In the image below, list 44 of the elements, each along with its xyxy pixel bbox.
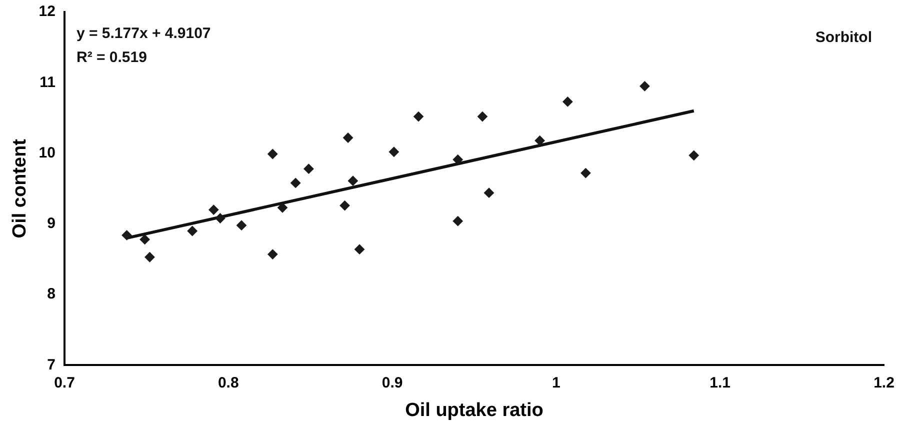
x-axis-title: Oil uptake ratio xyxy=(405,400,544,421)
point xyxy=(562,96,573,107)
y-tick-label: 9 xyxy=(47,215,56,232)
x-tick-label: 1.2 xyxy=(874,374,894,392)
point xyxy=(268,148,278,159)
point xyxy=(414,112,424,122)
annotation: Sorbitol xyxy=(815,29,872,46)
point xyxy=(340,200,350,211)
point xyxy=(208,204,219,215)
point xyxy=(343,132,354,143)
point xyxy=(452,216,463,226)
x-tick-label: 0.9 xyxy=(382,374,403,392)
point xyxy=(236,220,246,230)
y-axis-title: Oil content xyxy=(10,138,31,238)
point xyxy=(688,150,699,160)
point xyxy=(484,188,494,198)
x-tick-label: 0.8 xyxy=(218,374,239,392)
point xyxy=(144,252,155,262)
annotation: R² = 0.519 xyxy=(76,49,147,66)
x-tick-label: 1.1 xyxy=(710,374,731,392)
point xyxy=(477,112,488,122)
point xyxy=(452,154,463,165)
point xyxy=(187,226,198,236)
x-tick-label: 0.7 xyxy=(54,374,75,392)
point xyxy=(354,244,365,254)
y-tick-label: 11 xyxy=(40,74,56,91)
point xyxy=(348,176,358,186)
y-tick-label: 8 xyxy=(47,286,56,303)
point xyxy=(534,136,545,146)
point xyxy=(304,164,314,174)
y-tick-label: 12 xyxy=(38,3,56,20)
point xyxy=(290,178,301,188)
point xyxy=(140,234,150,244)
x-tick-label: 1 xyxy=(552,374,560,392)
point xyxy=(277,202,288,213)
point xyxy=(268,249,278,260)
point xyxy=(580,168,591,178)
point xyxy=(388,146,399,157)
y-tick-label: 10 xyxy=(38,144,56,162)
point xyxy=(215,213,226,224)
annotation: y = 5.177x + 4.9107 xyxy=(76,25,211,42)
point xyxy=(640,81,650,92)
y-tick-label: 7 xyxy=(47,356,56,374)
point xyxy=(122,230,132,240)
